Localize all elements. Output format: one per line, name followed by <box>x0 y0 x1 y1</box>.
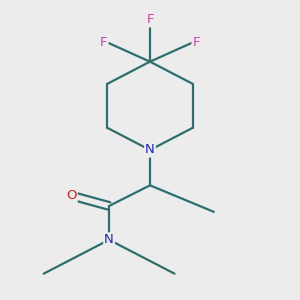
Text: N: N <box>145 143 155 157</box>
Text: O: O <box>66 189 77 202</box>
Text: N: N <box>104 233 114 246</box>
Text: F: F <box>193 36 200 49</box>
Text: F: F <box>146 13 154 26</box>
Text: F: F <box>100 36 107 49</box>
